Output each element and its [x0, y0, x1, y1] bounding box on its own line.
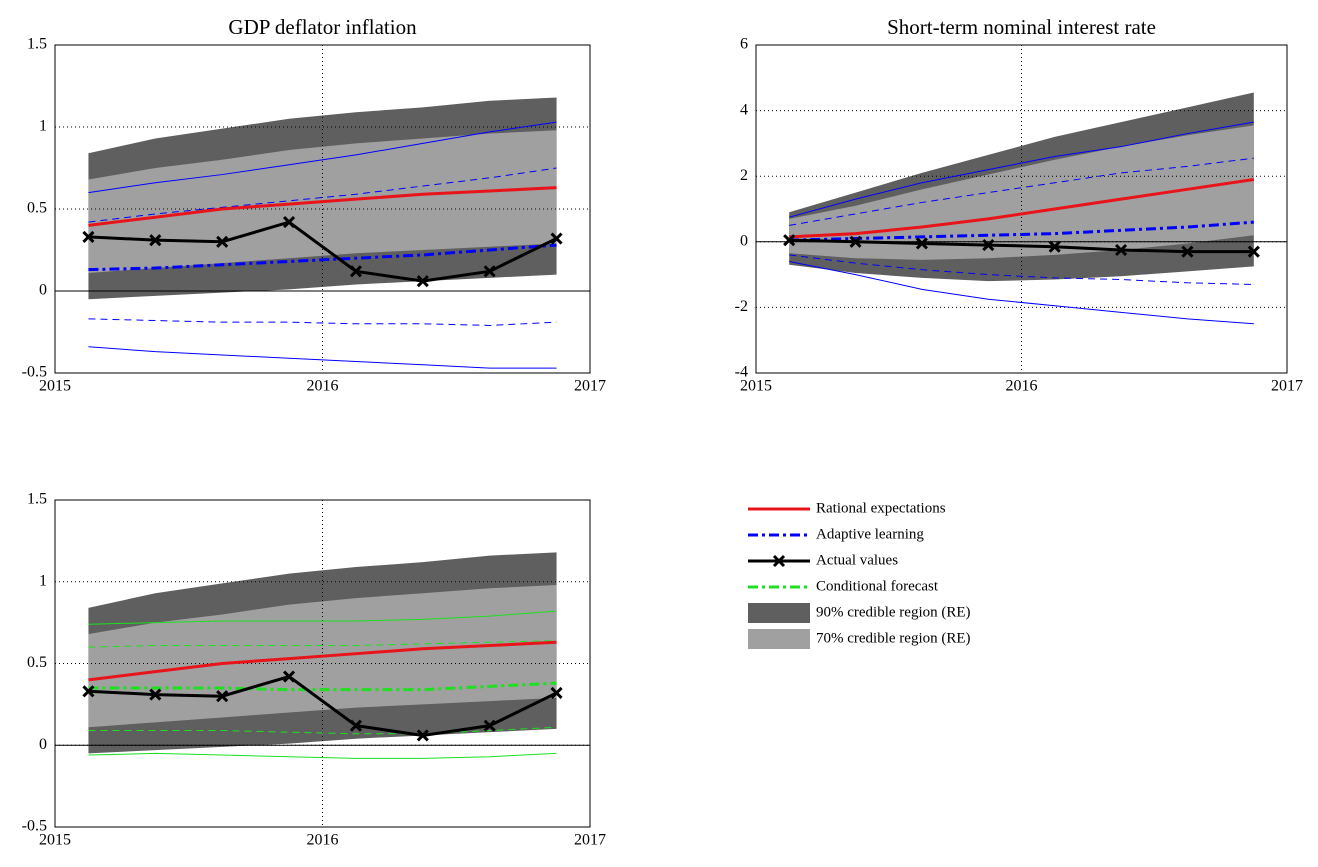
x-tick-label: 2015 [39, 378, 71, 395]
marker [1247, 245, 1260, 258]
marker [1114, 243, 1128, 257]
series-line [789, 220, 1254, 242]
series-line [88, 752, 557, 759]
series-line [88, 318, 557, 326]
legend-label: Conditional forecast [816, 578, 939, 594]
x-tick-label: 2016 [1006, 378, 1038, 395]
y-tick-label: 0 [740, 232, 748, 249]
marker [416, 275, 429, 288]
marker [1048, 240, 1061, 253]
series-line [88, 726, 557, 735]
x-tick-label: 2016 [307, 378, 339, 395]
series-line [88, 121, 557, 194]
series-line [789, 157, 1254, 226]
legend-label: Adaptive learning [816, 526, 924, 542]
y-tick-label: 4 [740, 101, 748, 118]
series-line [88, 167, 557, 223]
series-line [88, 186, 557, 227]
marker [349, 265, 362, 278]
x-tick-label: 2017 [1271, 378, 1303, 395]
marker [550, 232, 563, 245]
marker [82, 230, 95, 243]
series-line [88, 610, 557, 625]
legend-swatch [748, 603, 810, 623]
marker [216, 690, 229, 703]
y-tick-label: 1 [39, 572, 47, 589]
series-line [789, 177, 1255, 239]
marker [349, 719, 362, 732]
y-tick-label: 1.5 [27, 36, 47, 53]
y-tick-label: -4 [735, 364, 748, 381]
series-line [789, 260, 1254, 325]
marker [849, 235, 862, 248]
series-line [789, 121, 1254, 218]
series-line [88, 674, 558, 737]
series-line [789, 238, 1254, 254]
x-tick-label: 2016 [307, 832, 339, 849]
y-tick-label: -2 [735, 298, 748, 315]
legend-label: 70% credible region (RE) [816, 630, 971, 646]
y-tick-label: 0 [39, 282, 47, 299]
y-tick-label: 0.5 [27, 654, 47, 671]
chart-title: Short-term nominal interest rate [887, 15, 1156, 39]
x-tick-label: 2015 [740, 378, 772, 395]
series-line [88, 220, 558, 283]
marker [483, 719, 496, 732]
y-tick-label: 1.5 [27, 491, 47, 508]
y-tick-label: 2 [740, 167, 748, 184]
marker [915, 237, 928, 250]
marker [783, 234, 796, 247]
y-tick-label: -0.5 [22, 364, 47, 381]
series-line [88, 346, 557, 369]
chart-title: GDP deflator inflation [228, 15, 417, 39]
series-line [88, 640, 557, 648]
legend-label: 90% credible region (RE) [816, 604, 971, 620]
y-tick-label: 1 [39, 118, 47, 135]
plot-frame [755, 44, 1288, 374]
legend-label: Actual values [816, 552, 898, 568]
x-tick-label: 2015 [39, 832, 71, 849]
y-tick-label: -0.5 [22, 818, 47, 835]
series-line [88, 681, 557, 692]
marker [216, 235, 229, 248]
marker [149, 688, 162, 701]
legend-marker [772, 554, 786, 568]
marker [82, 685, 95, 698]
y-tick-label: 0.5 [27, 200, 47, 217]
y-tick-label: 0 [39, 736, 47, 753]
marker [283, 670, 296, 683]
plot-frame [54, 499, 591, 828]
series-line [789, 254, 1254, 285]
series-line [88, 243, 557, 272]
marker [483, 265, 496, 278]
marker [416, 729, 429, 742]
marker [283, 216, 296, 229]
x-tick-label: 2017 [574, 832, 606, 849]
plot-frame [54, 44, 591, 374]
marker [982, 239, 995, 252]
legend-swatch [748, 629, 810, 649]
marker [149, 234, 162, 247]
series-line [88, 640, 557, 682]
credible-band [789, 125, 1254, 260]
marker [550, 686, 563, 699]
x-tick-label: 2017 [574, 378, 606, 395]
y-tick-label: 6 [740, 36, 748, 53]
legend-label: Rational expectations [816, 500, 946, 516]
marker [1181, 245, 1194, 258]
